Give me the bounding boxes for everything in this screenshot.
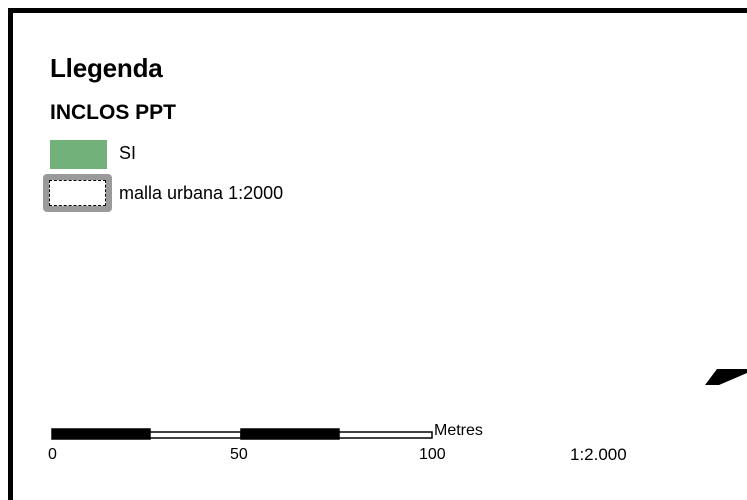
- legend-swatch-si: [50, 140, 107, 169]
- legend-swatch-malla-urbana: [43, 174, 112, 212]
- scale-tick-50: 50: [230, 446, 248, 463]
- scale-tick-0: 0: [48, 446, 57, 463]
- scale-tick-100: 100: [419, 446, 446, 463]
- scale-units-label: Metres: [434, 422, 483, 439]
- legend-title: Llegenda: [50, 53, 163, 83]
- legend-label-si: SI: [119, 143, 137, 163]
- scale-bar: [51, 428, 433, 440]
- legend-label-malla-urbana: malla urbana 1:2000: [119, 183, 284, 203]
- scale-ratio-label: 1:2.000: [570, 445, 627, 464]
- map-feature-fragment: [705, 369, 747, 385]
- map-frame: [8, 8, 747, 500]
- layer-title: INCLOS PPT: [50, 101, 177, 124]
